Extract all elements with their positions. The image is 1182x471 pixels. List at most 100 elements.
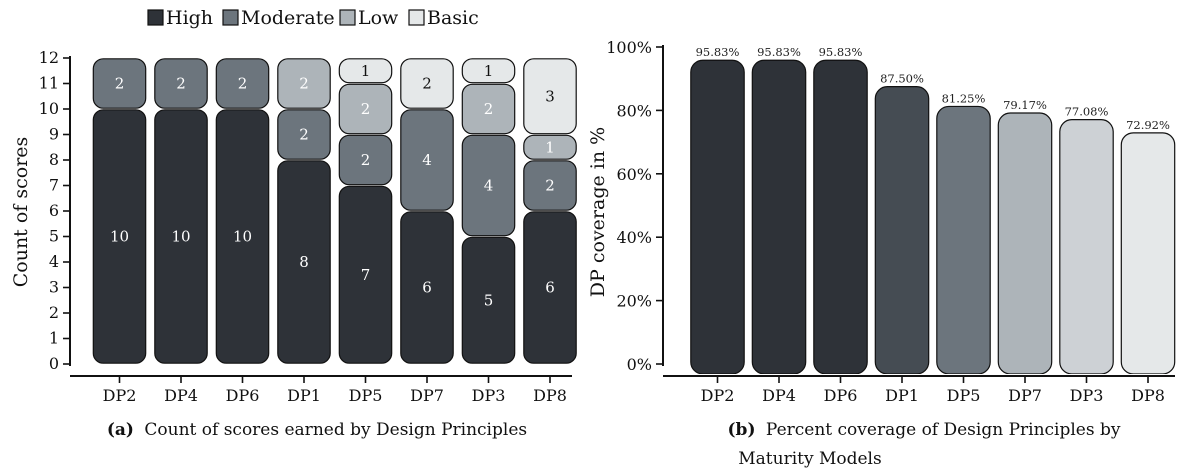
bar-segment-dp6-moderate: [215, 58, 270, 109]
chart-b-bars: 95.83% 95.83% 95.83% 87.50% 81.25% 79.17% 77.0…: [664, 45, 1176, 388]
coverage-bar-dp2: [690, 59, 745, 375]
bar-segment-dp7-basic: [400, 58, 454, 109]
coverage-bar-dp5: [936, 105, 991, 375]
chart-b-y-tick-label: 60%: [616, 165, 652, 184]
chart-a-y-tick-label: 2: [49, 303, 59, 322]
bar-segment-label-dp8-moderate: 2: [545, 177, 555, 195]
bar-segment-dp2-high: [92, 109, 147, 364]
chart-b-x-tick-label-dp7: DP7: [1008, 386, 1042, 405]
chart-a-y-tick-label: 4: [49, 252, 59, 271]
chart-b-y-tick-label: 20%: [616, 292, 652, 311]
chart-a-y-axis-title: Count of scores: [10, 137, 32, 288]
chart-b-y-axis-title: DP coverage in %: [587, 127, 609, 297]
chart-a-x-tick-label-dp2: DP2: [103, 386, 137, 405]
chart-b-y-tick-label: 40%: [616, 228, 652, 247]
bar-segment-dp8-moderate: [523, 160, 577, 211]
coverage-bar-dp3: [1059, 119, 1114, 375]
coverage-bar-dp4: [751, 59, 807, 375]
chart-a-y-tick-label: 10: [39, 99, 59, 118]
chart-b-caption-text-line1: Percent coverage of Design Principles by: [766, 420, 1121, 440]
bar-segment-label-dp3-low: 2: [484, 100, 494, 118]
coverage-bar-label-dp1: 87.50%: [880, 72, 924, 86]
legend-swatch-basic: [408, 9, 425, 26]
chart-a-y-tick-label: 1: [49, 329, 59, 348]
bar-segment-dp4-high: [154, 109, 208, 364]
bar-segment-label-dp4-high: 10: [171, 228, 190, 246]
bar-segment-label-dp3-basic: 1: [484, 62, 494, 80]
bar-segment-dp8-high: [523, 211, 577, 364]
chart-b-coverage: 95.83% 95.83% 95.83% 87.50% 81.25% 79.17% 77.0…: [587, 38, 1176, 469]
chart-b-y-tick-label: 80%: [616, 101, 652, 120]
legend-swatch-low: [339, 9, 356, 26]
bar-segment-label-dp2-high: 10: [110, 228, 129, 246]
bar-segment-dp5-basic: [338, 58, 393, 84]
coverage-bar-dp6: [813, 59, 868, 375]
chart-b-x-tick-label-dp2: DP2: [701, 386, 735, 405]
chart-b-x-tick-label-dp1: DP1: [885, 386, 919, 405]
bar-segment-dp5-low: [338, 83, 393, 135]
coverage-bar-label-dp4: 95.83%: [757, 45, 801, 59]
coverage-bar-label-dp3: 77.08%: [1065, 105, 1109, 119]
coverage-bar-dp8: [1120, 132, 1176, 375]
legend-swatch-moderate: [222, 9, 239, 26]
coverage-bar-label-dp6: 95.83%: [819, 45, 863, 59]
chart-a-y-tick-label: 0: [49, 354, 59, 373]
bar-segment-label-dp7-moderate: 4: [422, 151, 432, 169]
chart-b-x-tick-label-dp8: DP8: [1131, 386, 1165, 405]
bar-segment-dp8-low: [523, 134, 577, 160]
coverage-bar-label-dp8: 72.92%: [1126, 118, 1170, 132]
bar-segment-label-dp8-high: 6: [545, 279, 555, 297]
chart-a-x-tick-label-dp8: DP8: [533, 386, 567, 405]
bar-segment-dp3-low: [461, 83, 516, 135]
coverage-bar-label-dp5: 81.25%: [942, 91, 986, 105]
bar-segment-dp1-high: [277, 160, 331, 364]
bar-segment-label-dp7-high: 6: [422, 279, 432, 297]
chart-a-y-tick-label: 6: [49, 201, 59, 220]
chart-b-caption-line2: Maturity Models: [738, 449, 881, 469]
chart-a-y-tick-label: 11: [39, 74, 59, 93]
legend-label-moderate: Moderate: [241, 7, 335, 29]
bar-segment-dp7-high: [400, 211, 454, 364]
bar-segment-dp3-moderate: [461, 134, 516, 237]
legend-label-high: High: [166, 7, 213, 29]
legend-swatch-high: [147, 9, 164, 26]
legend-label-low: Low: [358, 7, 399, 29]
bar-segment-label-dp2-moderate: 2: [115, 75, 125, 93]
chart-a-y-tick-label: 5: [49, 227, 59, 246]
chart-a-caption: (a) Count of scores earned by Design Pri…: [107, 420, 527, 440]
chart-a-x-tick-label-dp5: DP5: [349, 386, 383, 405]
coverage-bar-dp1: [874, 86, 930, 375]
coverage-bar-label-dp7: 79.17%: [1003, 98, 1047, 112]
chart-a-y-tick-label: 9: [49, 125, 59, 144]
bar-segment-label-dp5-moderate: 2: [361, 151, 371, 169]
chart-a-x-tick-label-dp7: DP7: [410, 386, 444, 405]
chart-b-caption: (b) Percent coverage of Design Principle…: [728, 420, 1121, 440]
bar-segment-dp3-basic: [461, 58, 516, 84]
chart-b-axes: 0% 20% 40% 60% 80% 100% DP2 DP4 DP6 DP1 DP5 DP7 DP3 D…: [606, 38, 1175, 405]
chart-a-caption-label: (a): [107, 420, 134, 440]
chart-a-x-tick-label-dp4: DP4: [164, 386, 198, 405]
bar-segment-dp8-basic: [523, 58, 577, 135]
chart-a-x-tick-label-dp3: DP3: [472, 386, 506, 405]
chart-b-x-tick-label-dp6: DP6: [824, 386, 858, 405]
legend-label-basic: Basic: [427, 7, 479, 29]
bar-segment-label-dp4-moderate: 2: [176, 75, 186, 93]
chart-b-y-tick-label: 100%: [606, 38, 652, 57]
bar-segment-label-dp7-basic: 2: [422, 75, 432, 93]
chart-a-x-tick-label-dp6: DP6: [226, 386, 260, 405]
chart-b-x-tick-label-dp3: DP3: [1070, 386, 1104, 405]
bar-segment-label-dp6-high: 10: [233, 228, 252, 246]
chart-a-y-tick-label: 3: [49, 278, 59, 297]
bar-segment-dp5-high: [338, 185, 393, 364]
chart-b-x-tick-label-dp5: DP5: [947, 386, 981, 405]
legend: High Moderate Low Basic: [147, 7, 479, 29]
chart-b-y-tick-label: 0%: [627, 355, 652, 374]
bar-segment-label-dp6-moderate: 2: [238, 75, 248, 93]
bar-segment-dp3-high: [461, 236, 516, 364]
bar-segment-label-dp5-high: 7: [361, 266, 371, 284]
bar-segment-label-dp3-moderate: 4: [484, 177, 494, 195]
bar-segment-label-dp5-low: 2: [361, 100, 371, 118]
chart-a-x-tick-label-dp1: DP1: [287, 386, 321, 405]
